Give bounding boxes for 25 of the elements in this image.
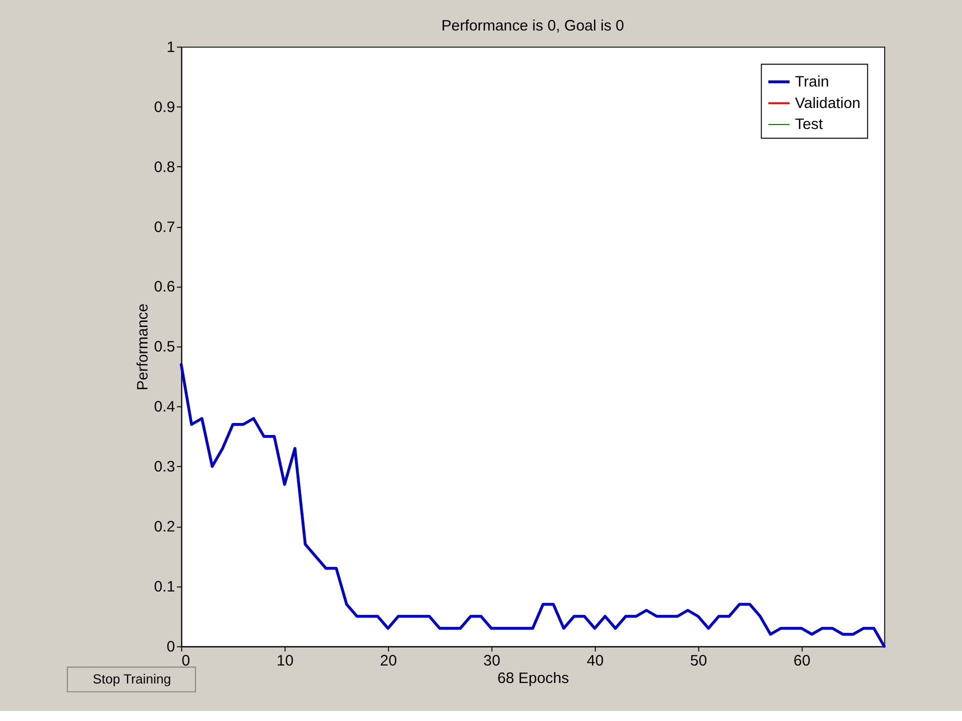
legend-label: Test <box>795 116 824 134</box>
y-tick-label: 0.3 <box>154 458 176 476</box>
legend-label: Train <box>795 74 829 91</box>
x-tick-label: 10 <box>276 652 294 670</box>
x-tick-label: 20 <box>380 652 397 670</box>
x-tick-label: 0 <box>182 652 190 670</box>
y-tick-label: 1 <box>166 38 176 56</box>
y-tick-label: 0.8 <box>154 158 176 176</box>
y-tick-label: 0.1 <box>154 578 176 596</box>
y-tick-label: 0.4 <box>154 398 176 416</box>
x-tick-label: 50 <box>690 652 708 670</box>
y-tick-label: 0.2 <box>154 518 176 536</box>
chart-title: Performance is 0, Goal is 0 <box>441 18 624 35</box>
y-axis-title: Performance <box>134 304 152 390</box>
text: Stop Training <box>92 671 171 686</box>
legend-label: Validation <box>795 94 860 112</box>
y-tick-label: 0.6 <box>154 278 176 296</box>
x-tick-label: 40 <box>586 652 604 670</box>
y-tick-label: 0.5 <box>154 338 176 356</box>
y-tick-label: 0.9 <box>154 98 176 116</box>
x-axis-title: 68 Epochs <box>497 670 570 687</box>
x-tick-label: 60 <box>794 652 810 670</box>
y-tick-label: 0 <box>166 638 176 656</box>
x-tick-label: 30 <box>483 652 500 670</box>
y-tick-label: 0.7 <box>154 218 176 236</box>
